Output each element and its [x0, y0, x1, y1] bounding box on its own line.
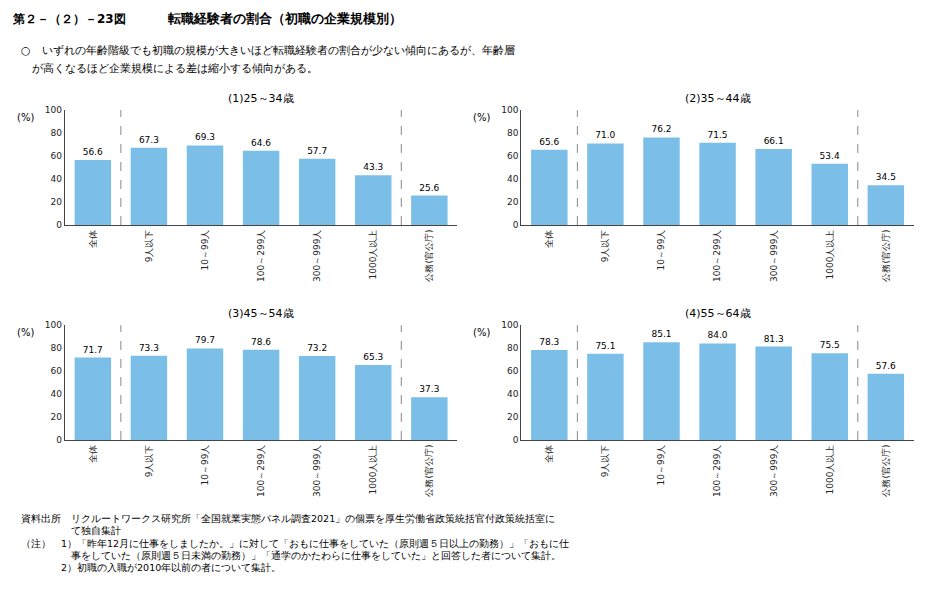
svg-text:100～299人: 100～299人: [256, 230, 266, 282]
svg-text:79.7: 79.7: [195, 335, 215, 345]
svg-text:公務(官公庁): 公務(官公庁): [881, 230, 891, 282]
svg-text:85.1: 85.1: [651, 329, 671, 339]
svg-text:転職経験者の割合（初職の企業規模別）: 転職経験者の割合（初職の企業規模別）: [167, 11, 402, 26]
svg-text:1000人以上: 1000人以上: [368, 445, 378, 495]
svg-text:10～99人: 10～99人: [200, 445, 210, 486]
svg-text:80: 80: [51, 343, 63, 353]
svg-text:300～999人: 300～999人: [312, 445, 322, 497]
svg-text:78.6: 78.6: [251, 337, 271, 347]
svg-text:(3)45～54歳: (3)45～54歳: [228, 307, 294, 320]
svg-text:1000人以上: 1000人以上: [825, 230, 835, 280]
svg-text:全体: 全体: [544, 445, 554, 463]
svg-text:53.4: 53.4: [820, 151, 840, 161]
svg-text:9人以下: 9人以下: [144, 445, 154, 478]
svg-text:(1)25～34歳: (1)25～34歳: [228, 92, 294, 105]
svg-text:100: 100: [501, 320, 518, 330]
svg-text:75.1: 75.1: [595, 341, 615, 351]
svg-text:0: 0: [56, 220, 62, 230]
svg-text:100～299人: 100～299人: [713, 230, 723, 282]
svg-text:40: 40: [507, 174, 519, 184]
svg-text:67.3: 67.3: [139, 135, 159, 145]
svg-text:(%): (%): [17, 112, 34, 123]
svg-text:0: 0: [56, 435, 62, 445]
svg-text:300～999人: 300～999人: [769, 445, 779, 497]
svg-text:78.3: 78.3: [539, 337, 559, 347]
svg-text:10～99人: 10～99人: [656, 230, 666, 271]
svg-text:65.3: 65.3: [363, 352, 383, 362]
svg-text:40: 40: [507, 389, 519, 399]
svg-text:60: 60: [51, 151, 63, 161]
svg-text:73.2: 73.2: [307, 343, 327, 353]
svg-text:9人以下: 9人以下: [144, 230, 154, 263]
svg-text:○ いずれの年齢階級でも初職の規模が大きいほど転職経験者の割: ○ いずれの年齢階級でも初職の規模が大きいほど転職経験者の割合が少ない傾向にある…: [21, 44, 515, 57]
svg-text:64.6: 64.6: [251, 138, 271, 148]
svg-text:40: 40: [51, 389, 63, 399]
svg-text:34.5: 34.5: [876, 172, 896, 182]
svg-text:20: 20: [507, 412, 519, 422]
svg-text:公務(官公庁): 公務(官公庁): [424, 445, 434, 497]
svg-text:0: 0: [513, 220, 519, 230]
svg-text:100～299人: 100～299人: [713, 445, 723, 497]
svg-text:81.3: 81.3: [764, 334, 784, 344]
svg-text:資料出所 リクルートワークス研究所「全国就業実態パネル調査2: 資料出所 リクルートワークス研究所「全国就業実態パネル調査2021」の個票を厚生…: [21, 513, 569, 573]
svg-text:(%): (%): [473, 112, 490, 123]
svg-text:100: 100: [45, 105, 62, 115]
svg-text:80: 80: [507, 128, 519, 138]
svg-text:80: 80: [51, 128, 63, 138]
svg-text:57.6: 57.6: [876, 361, 896, 371]
svg-text:公務(官公庁): 公務(官公庁): [424, 230, 434, 282]
svg-text:80: 80: [507, 343, 519, 353]
svg-text:全体: 全体: [544, 230, 554, 248]
svg-text:76.2: 76.2: [651, 124, 671, 134]
svg-text:65.6: 65.6: [539, 137, 559, 147]
svg-text:60: 60: [51, 366, 63, 376]
svg-text:全体: 全体: [88, 230, 98, 248]
svg-text:100: 100: [501, 105, 518, 115]
svg-text:40: 40: [51, 174, 63, 184]
svg-text:20: 20: [507, 197, 519, 207]
svg-text:60: 60: [507, 366, 519, 376]
svg-text:1000人以上: 1000人以上: [825, 445, 835, 495]
svg-text:71.0: 71.0: [595, 130, 615, 140]
svg-text:100～299人: 100～299人: [256, 445, 266, 497]
svg-text:300～999人: 300～999人: [769, 230, 779, 282]
svg-text:(2)35～44歳: (2)35～44歳: [685, 92, 751, 105]
svg-text:56.6: 56.6: [83, 147, 103, 157]
svg-text:第２－（２）－23図: 第２－（２）－23図: [12, 12, 126, 26]
svg-text:84.0: 84.0: [707, 330, 727, 340]
svg-text:10～99人: 10～99人: [656, 445, 666, 486]
svg-text:100: 100: [45, 320, 62, 330]
svg-text:25.6: 25.6: [419, 183, 439, 193]
svg-text:69.3: 69.3: [195, 132, 215, 142]
svg-text:57.7: 57.7: [307, 146, 327, 156]
svg-text:71.5: 71.5: [708, 130, 728, 140]
svg-text:が高くなるほど企業規模による差は縮小する傾向がある。: が高くなるほど企業規模による差は縮小する傾向がある。: [21, 62, 318, 75]
svg-text:300～999人: 300～999人: [312, 230, 322, 282]
svg-text:43.3: 43.3: [363, 162, 383, 172]
svg-text:37.3: 37.3: [419, 384, 439, 394]
svg-text:75.5: 75.5: [820, 340, 840, 350]
svg-text:60: 60: [507, 151, 519, 161]
svg-text:1000人以上: 1000人以上: [368, 230, 378, 280]
svg-text:73.3: 73.3: [139, 343, 159, 353]
svg-text:10～99人: 10～99人: [200, 230, 210, 271]
svg-text:全体: 全体: [88, 445, 98, 463]
svg-text:公務(官公庁): 公務(官公庁): [881, 445, 891, 497]
svg-text:(4)55～64歳: (4)55～64歳: [685, 307, 751, 320]
svg-text:(%): (%): [473, 327, 490, 338]
svg-text:66.1: 66.1: [764, 136, 784, 146]
svg-text:0: 0: [513, 435, 519, 445]
svg-text:20: 20: [51, 197, 63, 207]
svg-text:9人以下: 9人以下: [600, 445, 610, 478]
svg-text:(%): (%): [17, 327, 34, 338]
svg-text:9人以下: 9人以下: [600, 230, 610, 263]
svg-text:20: 20: [51, 412, 63, 422]
svg-text:71.7: 71.7: [83, 345, 103, 355]
